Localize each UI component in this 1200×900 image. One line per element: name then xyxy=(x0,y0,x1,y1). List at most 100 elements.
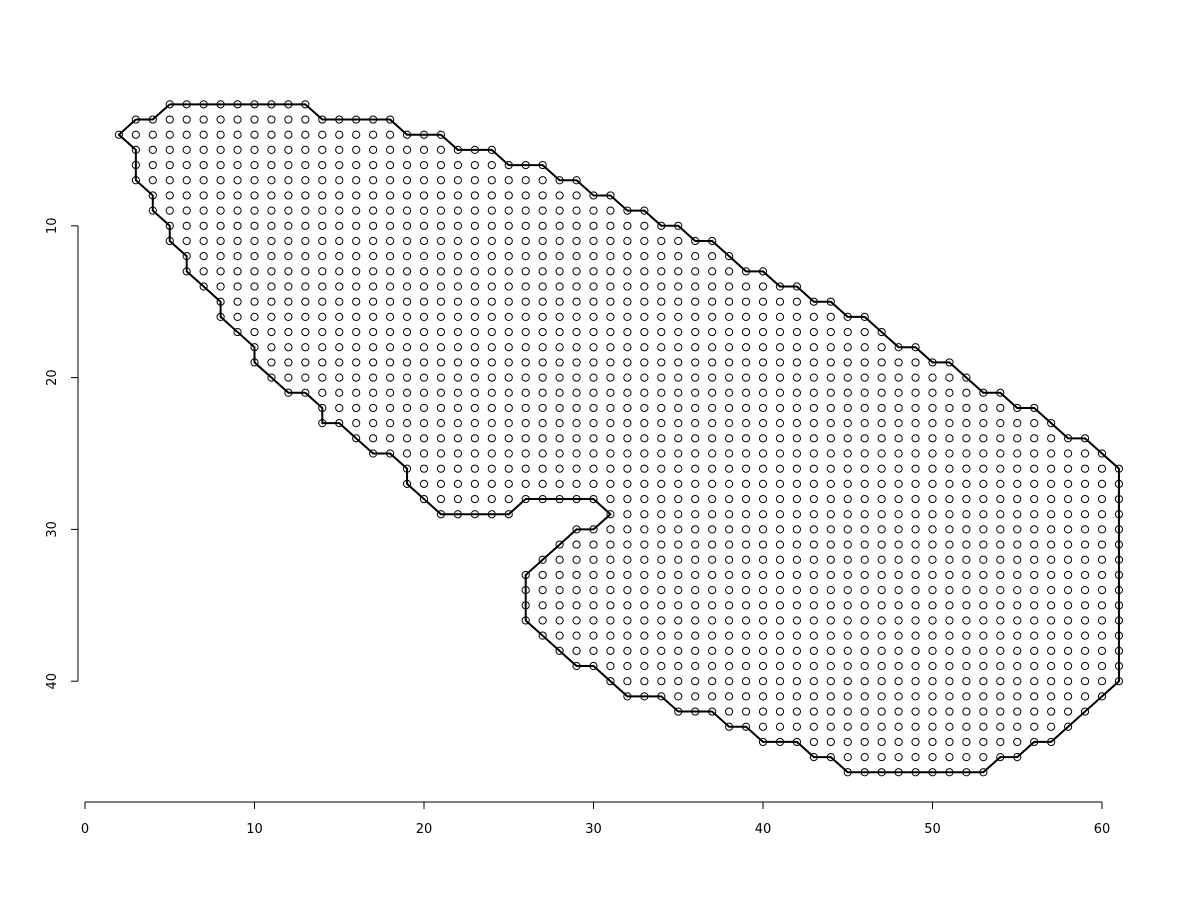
grid-point xyxy=(301,236,310,246)
grid-point xyxy=(419,297,429,306)
grid-point xyxy=(453,403,462,413)
grid-point xyxy=(436,236,446,246)
grid-point xyxy=(165,130,174,139)
grid-point xyxy=(877,525,886,534)
grid-point xyxy=(1097,449,1107,458)
grid-point xyxy=(657,510,666,519)
grid-point xyxy=(657,327,666,337)
grid-point xyxy=(792,358,802,367)
grid-point xyxy=(674,510,683,519)
grid-point xyxy=(826,601,835,610)
grid-point xyxy=(792,586,802,595)
grid-point xyxy=(301,206,310,215)
grid-point xyxy=(369,343,378,352)
grid-point xyxy=(758,570,768,580)
grid-point xyxy=(1030,586,1039,595)
grid-point xyxy=(1047,479,1056,488)
grid-point xyxy=(741,707,751,716)
grid-point xyxy=(809,479,818,488)
grid-point xyxy=(877,722,886,731)
grid-point xyxy=(504,388,513,397)
grid-point xyxy=(843,525,852,534)
grid-point xyxy=(945,510,954,519)
grid-point xyxy=(436,327,446,337)
grid-point xyxy=(674,692,683,701)
grid-point xyxy=(453,221,462,230)
grid-point xyxy=(623,327,632,337)
grid-point xyxy=(979,419,988,428)
grid-point xyxy=(555,297,564,306)
grid-point xyxy=(1080,601,1090,610)
grid-point xyxy=(928,449,937,458)
grid-point xyxy=(725,419,734,428)
grid-point xyxy=(657,494,666,504)
grid-point xyxy=(877,419,886,428)
grid-point xyxy=(792,343,802,352)
grid-point xyxy=(741,525,751,534)
grid-point xyxy=(1047,555,1056,564)
grid-point xyxy=(623,388,632,397)
grid-point xyxy=(250,145,259,154)
grid-point xyxy=(911,753,920,762)
grid-point xyxy=(809,373,818,382)
grid-point xyxy=(606,494,615,504)
grid-point xyxy=(572,646,581,655)
grid-point xyxy=(809,722,818,731)
grid-point xyxy=(691,631,700,640)
grid-point xyxy=(725,434,734,443)
grid-point xyxy=(402,160,412,170)
grid-point xyxy=(1080,631,1090,640)
grid-point xyxy=(928,586,937,595)
grid-point xyxy=(640,601,649,610)
grid-point xyxy=(911,631,920,640)
grid-point xyxy=(335,206,344,215)
grid-point xyxy=(606,419,615,428)
grid-point xyxy=(335,282,344,291)
grid-point xyxy=(775,358,785,367)
grid-point xyxy=(877,479,886,488)
grid-point xyxy=(691,661,700,671)
grid-point xyxy=(352,327,361,337)
grid-point xyxy=(572,434,581,443)
grid-point xyxy=(775,646,785,655)
grid-point xyxy=(758,419,768,428)
grid-point xyxy=(962,616,971,625)
grid-point xyxy=(386,403,395,413)
grid-point xyxy=(708,661,717,671)
grid-point xyxy=(199,145,208,154)
grid-point xyxy=(233,160,242,170)
grid-point xyxy=(487,252,496,261)
grid-point xyxy=(860,343,869,352)
grid-point xyxy=(691,601,700,610)
grid-point xyxy=(741,297,751,306)
x-tick-label: 60 xyxy=(1094,822,1111,837)
grid-point xyxy=(691,510,700,519)
grid-point xyxy=(775,631,785,640)
grid-point xyxy=(572,282,581,291)
grid-point xyxy=(538,221,547,230)
grid-point xyxy=(538,176,547,185)
grid-point xyxy=(402,282,412,291)
grid-point xyxy=(301,252,310,261)
grid-point xyxy=(979,737,988,747)
grid-point xyxy=(1030,601,1039,610)
grid-point xyxy=(623,510,632,519)
grid-point xyxy=(945,540,954,549)
grid-point xyxy=(826,570,835,580)
grid-point xyxy=(386,327,395,337)
grid-point xyxy=(555,631,564,640)
grid-point xyxy=(674,616,683,625)
grid-point xyxy=(453,176,462,185)
grid-point xyxy=(386,176,395,185)
grid-point xyxy=(487,206,496,215)
grid-point xyxy=(419,160,429,170)
grid-point xyxy=(470,327,479,337)
grid-point xyxy=(318,267,327,276)
grid-point xyxy=(979,510,988,519)
grid-point xyxy=(369,312,378,321)
grid-point xyxy=(691,312,700,321)
grid-point xyxy=(470,343,479,352)
grid-point xyxy=(216,236,225,246)
grid-point xyxy=(996,677,1005,686)
grid-point xyxy=(233,297,242,306)
